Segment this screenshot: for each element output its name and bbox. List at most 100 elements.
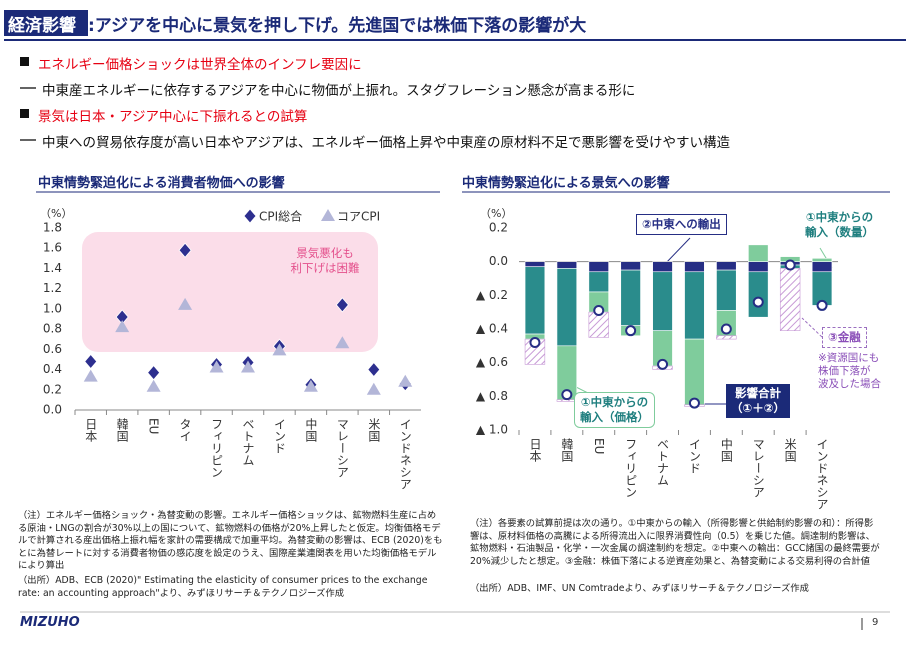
title-tag: 経済影響 [8, 16, 76, 36]
bar-segment [716, 269, 737, 311]
total-marker [561, 389, 573, 401]
y-tick-label: ▲ 1.0 [476, 423, 508, 437]
bullet: エネルギー価格ショックは世界全体のインフレ要因に [38, 57, 362, 73]
x-tick-label: マレーシア [751, 438, 765, 498]
y-tick-label: 1.8 [43, 221, 62, 235]
x-tick-label: インド [687, 438, 701, 474]
cpi-marker [398, 374, 413, 387]
chart-title: 中東情勢緊迫化による景気への影響 [462, 176, 670, 191]
x-tick-label: 日本 [84, 418, 98, 443]
x-tick-label: フィリピン [210, 418, 224, 478]
series-label: ①中東からの 輸入（数量） [805, 210, 874, 239]
bullet-detail: 中東産エネルギーに依存するアジアを中心に物価が上振れ。スタグフレーション懸念が高… [42, 83, 636, 99]
x-tick-label: インドネシア [398, 418, 412, 490]
x-tick-label: 米国 [783, 438, 797, 462]
bar-segment [524, 261, 546, 268]
total-marker [625, 325, 637, 337]
x-tick-label: タイ [178, 418, 192, 442]
x-tick-label: 韓国 [115, 418, 129, 442]
bullet: 景気は日本・アジア中心に下振れるとの試算 [38, 109, 308, 125]
cpi-marker [243, 208, 257, 224]
cpi-marker [147, 364, 161, 381]
logo: MIZUHO [20, 615, 80, 630]
legend-label: コアCPI [337, 210, 380, 224]
bar-segment [684, 261, 705, 273]
title: :アジアを中心に景気を押し下げ。先進国では株価下落の影響が大 [88, 16, 587, 36]
cpi-marker [84, 353, 98, 370]
bar-segment [652, 271, 673, 331]
total-marker [657, 358, 669, 370]
x-tick-label: フィリピン [624, 438, 638, 498]
total-marker [688, 397, 700, 409]
series-label: ③金融 [822, 327, 867, 348]
y-tick-label: 0.6 [43, 342, 62, 356]
cpi-marker [209, 360, 224, 373]
x-tick-label: 日本 [528, 438, 542, 463]
source: （出所）ADB、ECB (2020)" Estimating the elast… [18, 575, 428, 599]
y-tick-label: 0.0 [43, 403, 62, 417]
bar-segment [620, 261, 641, 271]
y-tick-label: 0.2 [489, 221, 508, 235]
cpi-marker [366, 382, 381, 395]
cpi-marker [367, 361, 381, 378]
bullet-square [20, 109, 29, 118]
note: （注）エネルギー価格ショック・為替変動の影響。エネルギー価格ショックは、鉱物燃料… [18, 510, 443, 571]
x-tick-label: インドネシア [815, 438, 829, 510]
cpi-marker [83, 369, 98, 382]
total-marker [816, 299, 828, 311]
x-tick-label: 米国 [367, 418, 381, 442]
total-marker [784, 259, 796, 271]
cpi-marker [321, 209, 335, 221]
leader [664, 237, 691, 265]
total-marker [593, 304, 605, 316]
cpi-marker [178, 297, 193, 310]
source: （出所）ADB、IMF、UN Comtradeより、みずほリサーチ＆テクノロジー… [470, 583, 809, 594]
y-tick-label: 1.2 [43, 281, 62, 295]
bar-segment [684, 338, 705, 406]
cpi-marker [272, 343, 287, 356]
total-marker [752, 296, 764, 308]
bar-segment [748, 271, 769, 318]
x-tick-label: EU [592, 438, 606, 454]
bar-segment [556, 261, 578, 269]
x-tick-label: EU [147, 418, 161, 434]
bar-segment [811, 261, 833, 273]
shade-region [82, 232, 378, 352]
y-tick-label: ▲ 0.2 [476, 288, 508, 302]
y-tick-label: 1.6 [43, 241, 62, 255]
page-number: 9 [872, 617, 879, 628]
bar-segment [716, 335, 737, 340]
y-tick-label: 0.4 [43, 362, 62, 376]
title-tag-bg [4, 10, 88, 36]
x-tick-label: 韓国 [560, 438, 574, 462]
y-tick-label: ▲ 0.8 [476, 389, 508, 403]
x-tick-label: マレーシア [335, 418, 349, 478]
y-tick-label: 1.0 [43, 301, 62, 315]
cpi-marker [115, 320, 130, 333]
bar-segment [556, 268, 578, 347]
x-tick-label: インド [272, 418, 286, 454]
cpi-marker [241, 360, 255, 373]
bar-segment [524, 266, 546, 335]
x-tick-label: 中国 [719, 437, 733, 462]
y-tick-label: 0.8 [43, 322, 62, 336]
bar-segment [588, 261, 609, 273]
x-tick-label: 中国 [304, 417, 318, 442]
bar-segment [779, 268, 801, 331]
bar-segment [811, 257, 833, 262]
cpi-marker [335, 297, 349, 313]
series-label: 影響合計 （①＋②） [726, 384, 790, 418]
bar-segment [748, 261, 769, 273]
total-marker [720, 323, 732, 335]
y-tick-label: ▲ 0.6 [476, 355, 508, 369]
legend-label: CPI総合 [259, 209, 302, 224]
cpi-marker [178, 242, 192, 258]
bar-segment [588, 271, 609, 293]
y-tick-label: 0.0 [489, 254, 508, 268]
leader [801, 317, 823, 338]
total-marker [529, 336, 541, 348]
bar-segment [620, 269, 641, 326]
bar-segment [652, 261, 673, 273]
